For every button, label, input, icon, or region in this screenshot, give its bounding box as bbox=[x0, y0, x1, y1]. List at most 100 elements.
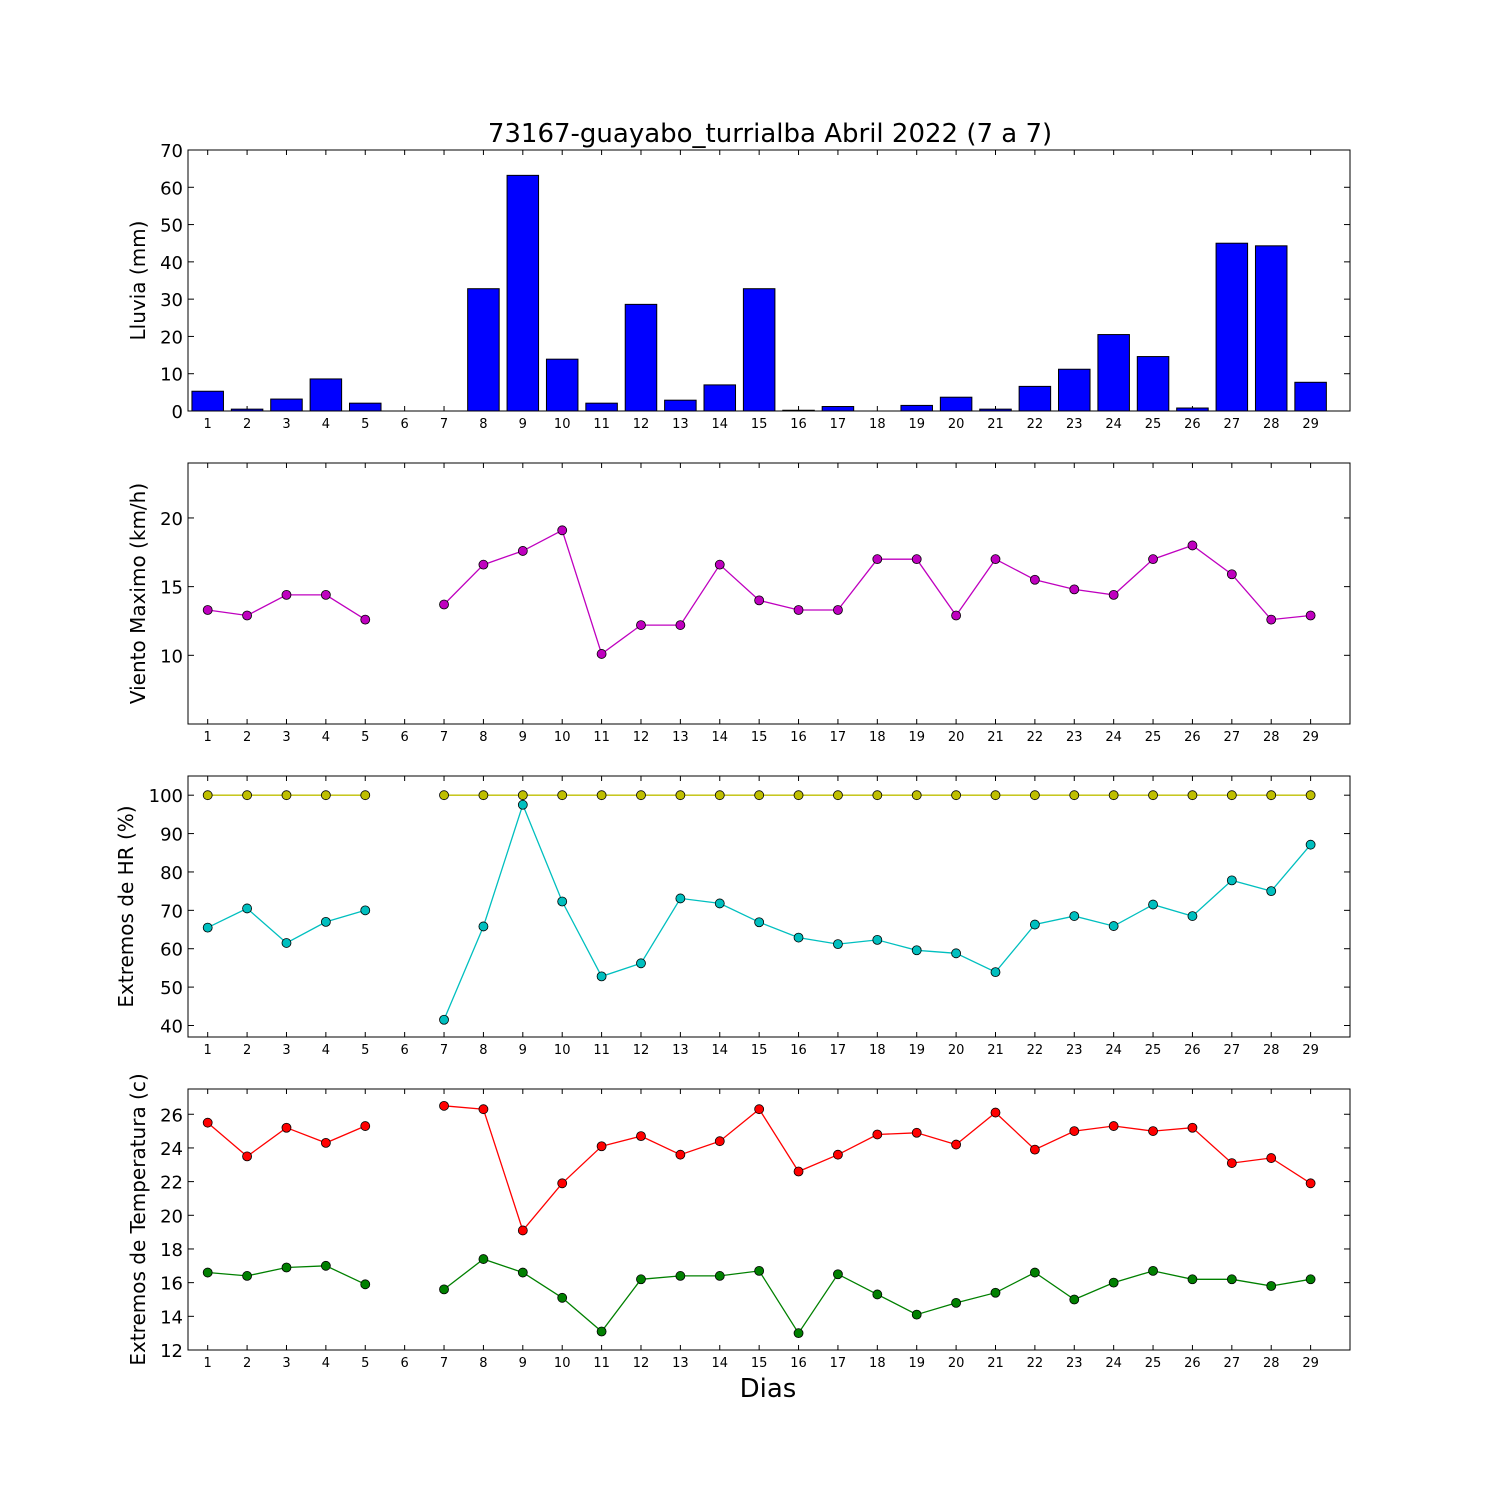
x-tick-label: 1 bbox=[204, 1356, 212, 1371]
x-tick-label: 20 bbox=[948, 417, 965, 432]
data-point bbox=[793, 605, 804, 615]
data-point bbox=[754, 1265, 765, 1276]
x-tick-label: 5 bbox=[361, 1356, 369, 1371]
data-point bbox=[714, 898, 725, 909]
bar bbox=[703, 384, 737, 412]
bar bbox=[1254, 245, 1288, 412]
bar bbox=[624, 303, 658, 412]
data-point bbox=[517, 790, 528, 801]
data-point bbox=[1069, 1126, 1080, 1136]
x-tick-label: 25 bbox=[1145, 730, 1162, 745]
x-tick-label: 1 bbox=[204, 417, 212, 432]
x-tick-label: 5 bbox=[361, 1043, 369, 1058]
x-tick-label: 20 bbox=[948, 730, 965, 745]
y-tick-label: 40 bbox=[160, 253, 183, 274]
x-tick-label: 1 bbox=[204, 730, 212, 745]
x-tick-label: 13 bbox=[672, 1356, 689, 1371]
bar bbox=[1097, 334, 1130, 412]
x-tick-label: 6 bbox=[401, 730, 409, 745]
x-tick-label: 12 bbox=[633, 417, 650, 432]
x-tick-label: 7 bbox=[440, 730, 448, 745]
x-tick-label: 22 bbox=[1027, 730, 1044, 745]
x-tick-label: 25 bbox=[1145, 1356, 1162, 1371]
x-tick-label: 11 bbox=[593, 730, 610, 745]
bar bbox=[1215, 242, 1249, 412]
data-point bbox=[754, 790, 765, 801]
x-axis-label: Dias bbox=[740, 1374, 797, 1404]
x-tick-label: 18 bbox=[869, 1043, 886, 1058]
bar bbox=[230, 408, 264, 412]
data-point bbox=[951, 948, 962, 959]
data-point bbox=[636, 790, 646, 801]
chart-title: 73167-guayabo_turrialba Abril 2022 (7 a … bbox=[488, 119, 1052, 149]
data-point bbox=[517, 1225, 528, 1236]
x-tick-label: 13 bbox=[672, 417, 689, 432]
data-point bbox=[833, 790, 843, 801]
x-tick-label: 19 bbox=[908, 730, 925, 745]
data-point bbox=[1029, 1144, 1040, 1155]
y-tick-label: 20 bbox=[160, 509, 183, 530]
data-point bbox=[990, 1107, 1001, 1118]
data-point bbox=[1226, 875, 1237, 886]
data-point bbox=[242, 610, 252, 621]
x-tick-label: 6 bbox=[401, 1356, 409, 1371]
data-point bbox=[1029, 919, 1040, 930]
series-line bbox=[443, 1105, 1311, 1232]
y-tick-label: 16 bbox=[160, 1274, 183, 1295]
x-tick-label: 13 bbox=[672, 730, 689, 745]
x-tick-label: 18 bbox=[869, 1356, 886, 1371]
y-tick-label: 10 bbox=[160, 365, 183, 386]
x-tick-label: 24 bbox=[1105, 1356, 1122, 1371]
x-tick-label: 5 bbox=[361, 730, 369, 745]
plot-frame bbox=[187, 1088, 1351, 1351]
x-tick-label: 12 bbox=[633, 1043, 650, 1058]
data-point bbox=[517, 1267, 528, 1278]
bar bbox=[270, 398, 303, 412]
data-point bbox=[202, 1117, 213, 1128]
x-tick-label: 9 bbox=[519, 417, 527, 432]
data-point bbox=[1226, 569, 1237, 580]
x-tick-label: 26 bbox=[1184, 1043, 1201, 1058]
data-point bbox=[360, 1121, 371, 1131]
x-tick-label: 4 bbox=[322, 1356, 330, 1371]
data-point bbox=[911, 1309, 922, 1320]
x-tick-label: 6 bbox=[401, 1043, 409, 1058]
data-point bbox=[1029, 1267, 1040, 1278]
x-tick-label: 11 bbox=[593, 1356, 610, 1371]
data-point bbox=[596, 1141, 607, 1152]
data-point bbox=[478, 921, 489, 932]
data-point bbox=[478, 559, 489, 570]
bar bbox=[1176, 407, 1209, 412]
data-point bbox=[478, 1254, 489, 1264]
data-point bbox=[596, 649, 607, 659]
y-tick-label: 24 bbox=[160, 1139, 183, 1160]
x-tick-label: 16 bbox=[790, 730, 807, 745]
x-tick-label: 15 bbox=[751, 417, 768, 432]
bar bbox=[821, 406, 855, 412]
data-point bbox=[596, 1326, 607, 1337]
data-point bbox=[714, 1136, 725, 1147]
bar bbox=[191, 390, 224, 412]
data-point bbox=[754, 595, 765, 606]
data-point bbox=[1187, 1122, 1198, 1133]
x-tick-label: 28 bbox=[1263, 417, 1280, 432]
plot-frame bbox=[187, 462, 1351, 725]
x-tick-label: 1 bbox=[204, 1043, 212, 1058]
data-point bbox=[1108, 1277, 1119, 1288]
x-tick-label: 23 bbox=[1066, 1043, 1083, 1058]
bar bbox=[1136, 356, 1170, 412]
data-point bbox=[911, 554, 922, 565]
x-tick-label: 12 bbox=[633, 1356, 650, 1371]
data-point bbox=[793, 932, 804, 943]
data-point bbox=[675, 620, 686, 630]
data-point bbox=[1226, 790, 1237, 801]
data-point bbox=[872, 934, 883, 945]
series-line bbox=[443, 529, 1311, 655]
data-point bbox=[1266, 886, 1277, 897]
x-tick-label: 25 bbox=[1145, 1043, 1162, 1058]
y-tick-label: 40 bbox=[160, 1016, 183, 1037]
data-point bbox=[754, 917, 765, 928]
data-point bbox=[1305, 1274, 1316, 1285]
x-tick-label: 24 bbox=[1105, 417, 1122, 432]
